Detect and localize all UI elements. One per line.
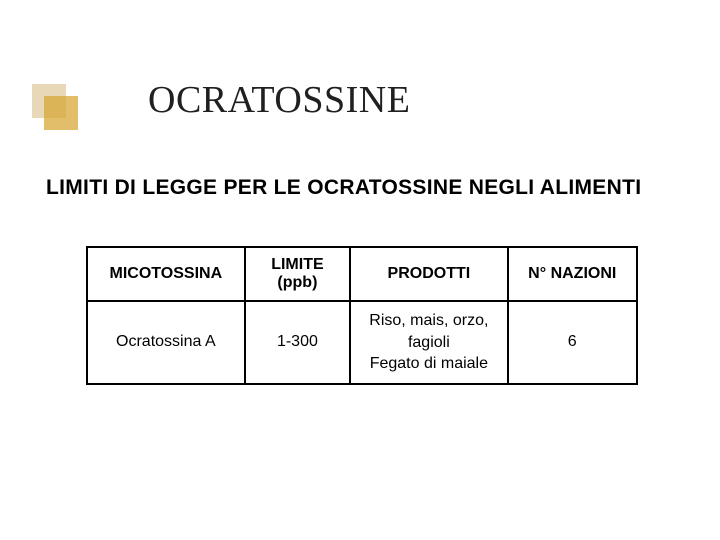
cell-prodotti-line2: Fegato di maiale [357, 353, 500, 375]
table-row: Ocratossina A 1-300 Riso, mais, orzo, fa… [87, 301, 637, 384]
column-header-nazioni: N° NAZIONI [508, 247, 637, 301]
page-subtitle: LIMITI DI LEGGE PER LE OCRATOSSINE NEGLI… [46, 176, 641, 200]
cell-micotossina: Ocratossina A [87, 301, 245, 384]
column-header-limite: LIMITE (ppb) [245, 247, 351, 301]
title-bullet [32, 84, 78, 130]
page-title: OCRATOSSINE [148, 78, 410, 122]
cell-nazioni: 6 [508, 301, 637, 384]
limits-table: MICOTOSSINA LIMITE (ppb) PRODOTTI N° NAZ… [86, 246, 638, 385]
cell-limite: 1-300 [245, 301, 351, 384]
column-header-prodotti: PRODOTTI [350, 247, 507, 301]
limits-table-container: MICOTOSSINA LIMITE (ppb) PRODOTTI N° NAZ… [86, 246, 638, 385]
table-header-row: MICOTOSSINA LIMITE (ppb) PRODOTTI N° NAZ… [87, 247, 637, 301]
cell-prodotti: Riso, mais, orzo, fagioli Fegato di maia… [350, 301, 507, 384]
cell-prodotti-line1: Riso, mais, orzo, fagioli [357, 310, 500, 353]
column-header-micotossina: MICOTOSSINA [87, 247, 245, 301]
bullet-square-front [44, 96, 78, 130]
